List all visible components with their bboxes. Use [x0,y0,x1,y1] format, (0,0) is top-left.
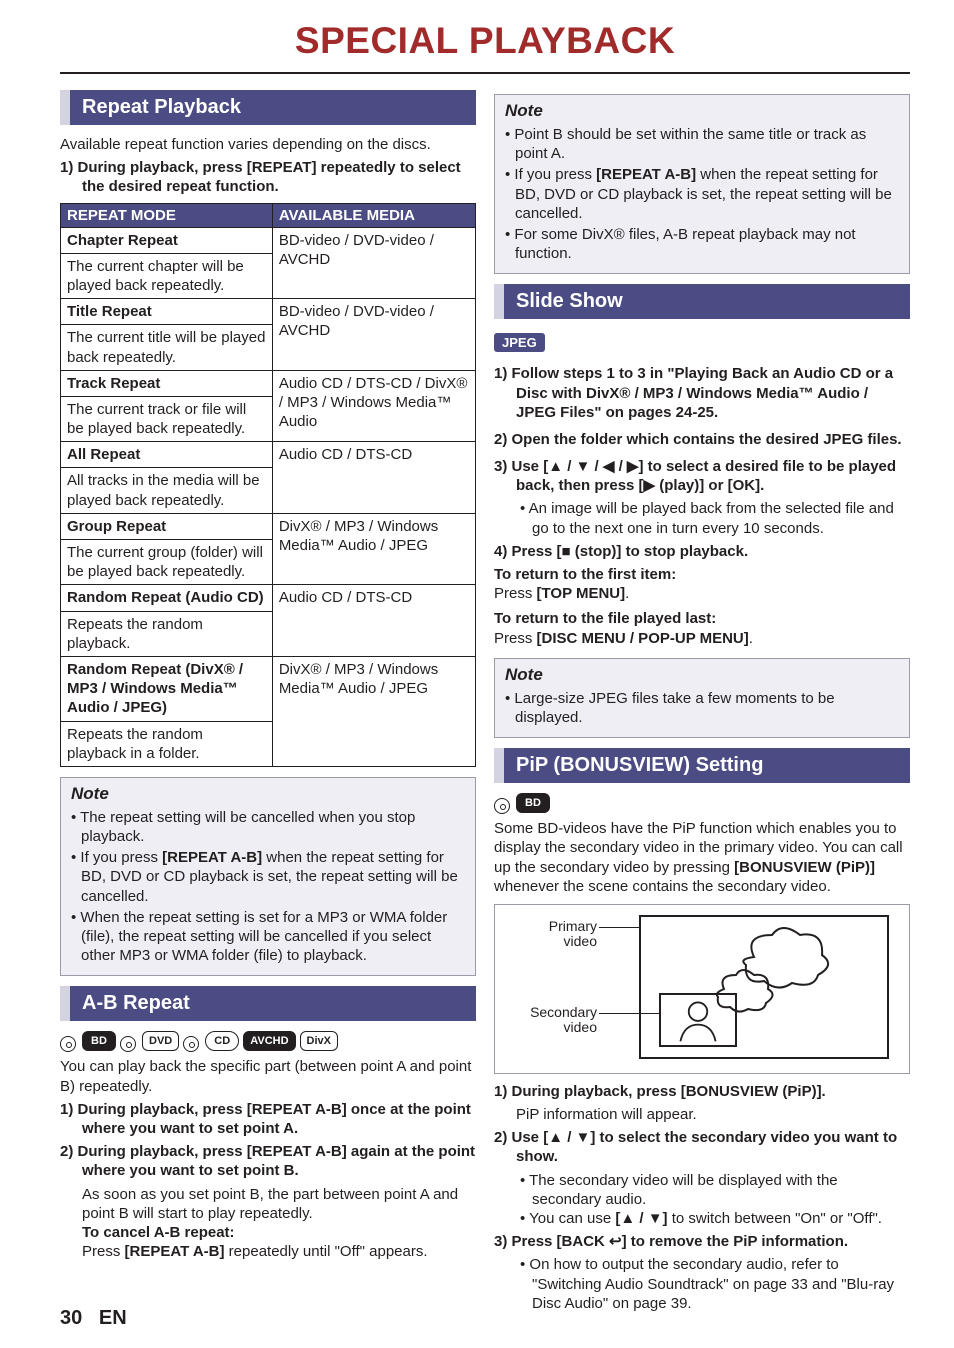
note-box-jpeg: Note • Large-size JPEG files take a few … [494,658,910,738]
two-column-layout: Repeat Playback Available repeat functio… [60,84,910,1313]
return-first-title: To return to the first item: [494,565,910,584]
cell: Repeats the random playback in a folder. [61,721,273,766]
bd-badge: BD [516,793,550,813]
th-media: AVAILABLE MEDIA [272,203,475,227]
section-heading-pip: PiP (BONUSVIEW) Setting [494,748,910,783]
cell: The current group (folder) will be playe… [61,540,273,585]
person-icon [661,995,735,1045]
ss-step-4: 4) Press [■ (stop)] to stop playback. [516,542,910,561]
return-last-title: To return to the file played last: [494,609,910,628]
note-item: • If you press [REPEAT A-B] when the rep… [81,848,465,906]
cd-badge: CD [205,1031,239,1051]
ss-step-3: 3) Use [▲ / ▼ / ◀ / ▶] to select a desir… [516,457,910,495]
disc-icon [494,798,510,814]
note-item: • If you press [REPEAT A-B] when the rep… [515,165,899,223]
pip-step-2: 2) Use [▲ / ▼] to select the secondary v… [516,1128,910,1166]
ss-step-3-sub: • An image will be played back from the … [532,499,910,537]
cell: Chapter Repeat [61,227,273,253]
cell: Audio CD / DTS-CD [272,585,475,657]
avchd-badge: AVCHD [243,1031,295,1051]
repeat-intro: Available repeat function varies dependi… [60,135,476,154]
pip-step-1-body: PiP information will appear. [516,1105,910,1124]
pip-secondary-label: Secondary video [505,1005,597,1036]
note-title: Note [71,784,465,804]
ss-step-1: 1) Follow steps 1 to 3 in "Playing Back … [516,364,910,422]
pip-step-2-sub1: • The secondary video will be displayed … [532,1171,910,1209]
section-heading-ab: A-B Repeat [60,986,476,1021]
pip-step-1: 1) During playback, press [BONUSVIEW (Pi… [516,1082,910,1101]
section-heading-slideshow: Slide Show [494,284,910,319]
ab-step-2: 2) During playback, press [REPEAT A-B] a… [82,1142,476,1180]
bd-badge: BD [82,1031,116,1051]
right-column: Note • Point B should be set within the … [494,84,910,1313]
cell: Track Repeat [61,370,273,396]
cell: Audio CD / DTS-CD [272,442,475,514]
cell: Group Repeat [61,513,273,539]
note-item: • Point B should be set within the same … [515,125,899,163]
media-badge-row: BD DVD CD AVCHD DivX [60,1031,476,1051]
left-column: Repeat Playback Available repeat functio… [60,84,476,1313]
section-heading-repeat: Repeat Playback [60,90,476,125]
note-box-repeat: Note • The repeat setting will be cancel… [60,777,476,977]
repeat-step-1: 1) During playback, press [REPEAT] repea… [82,158,476,196]
ab-intro: You can play back the specific part (bet… [60,1057,476,1095]
pip-step-3: 3) Press [BACK ↩] to remove the PiP info… [516,1232,910,1251]
disc-icon [183,1036,199,1052]
th-mode: REPEAT MODE [61,203,273,227]
repeat-mode-table: REPEAT MODE AVAILABLE MEDIA Chapter Repe… [60,203,476,767]
cell: Random Repeat (DivX® / MP3 / Windows Med… [61,656,273,721]
cell: BD-video / DVD-video / AVCHD [272,227,475,299]
cell: The current track or file will be played… [61,396,273,441]
cell: DivX® / MP3 / Windows Media™ Audio / JPE… [272,656,475,766]
return-first-body: Press [TOP MENU]. [494,584,910,603]
note-box-ab: Note • Point B should be set within the … [494,94,910,274]
divider [60,72,910,74]
ab-cancel-title: To cancel A-B repeat: [82,1223,476,1242]
cell: All Repeat [61,442,273,468]
dvd-badge: DVD [142,1031,179,1051]
cell: DivX® / MP3 / Windows Media™ Audio / JPE… [272,513,475,585]
jpeg-badge: JPEG [494,333,545,352]
pip-intro: Some BD-videos have the PiP function whi… [494,819,910,896]
cell: The current chapter will be played back … [61,253,273,298]
ab-cancel-body: Press [REPEAT A-B] repeatedly until "Off… [82,1242,476,1261]
media-badge-row: BD [494,793,910,813]
cell: Random Repeat (Audio CD) [61,585,273,611]
pip-diagram: Primary video Secondary video [494,904,910,1074]
cell: BD-video / DVD-video / AVCHD [272,299,475,371]
page-title: SPECIAL PLAYBACK [60,20,910,62]
pip-primary-label: Primary video [517,919,597,950]
divx-badge: DivX [300,1031,338,1051]
pip-step-3-sub: • On how to output the secondary audio, … [532,1255,910,1313]
note-item: • The repeat setting will be cancelled w… [81,808,465,846]
disc-icon [120,1036,136,1052]
note-item: • When the repeat setting is set for a M… [81,908,465,966]
pip-step-2-sub2: • You can use [▲ / ▼] to switch between … [532,1209,910,1228]
return-last-body: Press [DISC MENU / POP-UP MENU]. [494,629,910,648]
note-item: • Large-size JPEG files take a few momen… [515,689,899,727]
cell: Audio CD / DTS-CD / DivX® / MP3 / Window… [272,370,475,442]
cell: Title Repeat [61,299,273,325]
cell: The current title will be played back re… [61,325,273,370]
ab-step-1: 1) During playback, press [REPEAT A-B] o… [82,1100,476,1138]
note-item: • For some DivX® files, A-B repeat playb… [515,225,899,263]
disc-icon [60,1036,76,1052]
ab-step-2-body: As soon as you set point B, the part bet… [82,1185,476,1223]
ss-step-2: 2) Open the folder which contains the de… [516,430,910,449]
cell: All tracks in the media will be played b… [61,468,273,513]
page-number: 30 EN [60,1307,127,1330]
note-title: Note [505,101,899,121]
cell: Repeats the random playback. [61,611,273,656]
note-title: Note [505,665,899,685]
